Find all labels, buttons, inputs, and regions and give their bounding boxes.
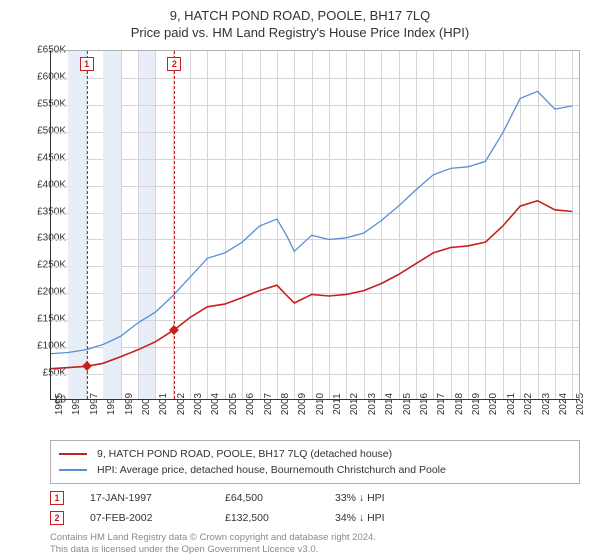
chart-container: 9, HATCH POND ROAD, POOLE, BH17 7LQ Pric… bbox=[0, 0, 600, 560]
event-date: 07-FEB-2002 bbox=[90, 512, 225, 524]
footer-line: This data is licensed under the Open Gov… bbox=[50, 544, 376, 556]
legend-label: 9, HATCH POND ROAD, POOLE, BH17 7LQ (det… bbox=[97, 448, 392, 460]
legend-item: 9, HATCH POND ROAD, POOLE, BH17 7LQ (det… bbox=[59, 446, 571, 462]
event-pct: 34% ↓ HPI bbox=[335, 512, 455, 524]
event-marker-icon: 1 bbox=[50, 491, 64, 505]
legend-swatch bbox=[59, 453, 87, 455]
footer: Contains HM Land Registry data © Crown c… bbox=[50, 532, 376, 556]
footer-line: Contains HM Land Registry data © Crown c… bbox=[50, 532, 376, 544]
event-table: 1 17-JAN-1997 £64,500 33% ↓ HPI 2 07-FEB… bbox=[50, 488, 455, 528]
line-layer bbox=[51, 51, 579, 399]
event-marker-icon: 2 bbox=[50, 511, 64, 525]
legend-label: HPI: Average price, detached house, Bour… bbox=[97, 464, 446, 476]
event-price: £132,500 bbox=[225, 512, 335, 524]
event-row: 1 17-JAN-1997 £64,500 33% ↓ HPI bbox=[50, 488, 455, 508]
event-row: 2 07-FEB-2002 £132,500 34% ↓ HPI bbox=[50, 508, 455, 528]
event-price: £64,500 bbox=[225, 492, 335, 504]
legend: 9, HATCH POND ROAD, POOLE, BH17 7LQ (det… bbox=[50, 440, 580, 484]
legend-swatch bbox=[59, 469, 87, 471]
event-pct: 33% ↓ HPI bbox=[335, 492, 455, 504]
event-date: 17-JAN-1997 bbox=[90, 492, 225, 504]
chart-subtitle: Price paid vs. HM Land Registry's House … bbox=[0, 23, 600, 40]
chart-title: 9, HATCH POND ROAD, POOLE, BH17 7LQ bbox=[0, 0, 600, 23]
plot-area: 12 bbox=[50, 50, 580, 400]
legend-item: HPI: Average price, detached house, Bour… bbox=[59, 462, 571, 478]
